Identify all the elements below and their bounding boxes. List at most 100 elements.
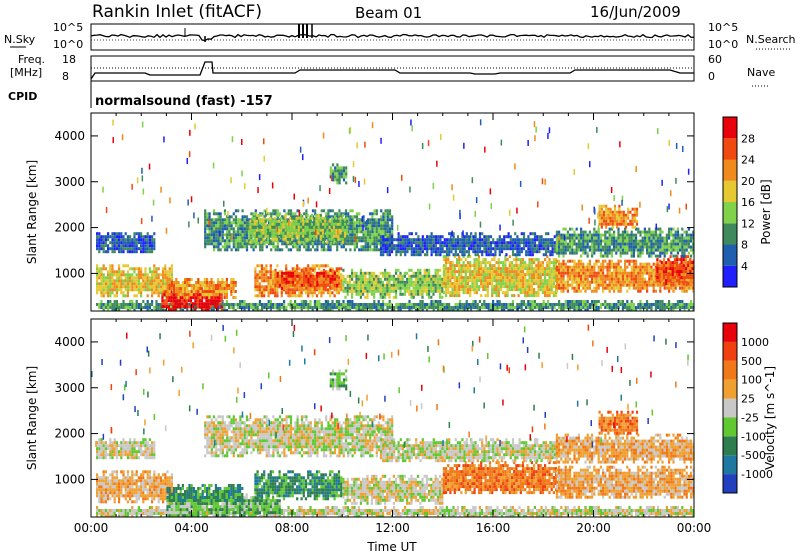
heatmap-cell [665,279,668,283]
heatmap-cell [447,282,450,286]
heatmap-cell [331,291,334,295]
heatmap-cell [359,277,362,281]
heatmap-cell [657,280,660,284]
heatmap-cell [535,291,538,295]
heatmap-cell [331,309,334,311]
heatmap-cell [408,303,411,306]
heatmap-cell [459,309,462,311]
heatmap-cell [406,280,409,284]
heatmap-cell [575,289,578,293]
heatmap-cell [272,242,275,246]
heatmap-cell [135,300,138,303]
heatmap-cell [269,228,272,232]
heatmap-cell [111,232,114,236]
heatmap-cell [676,274,679,278]
heatmap-cell [245,224,249,228]
heatmap-cell [293,267,297,271]
heatmap-cell [155,309,158,311]
heatmap-cell [359,274,362,278]
heatmap-cell [682,270,685,274]
heatmap-cell [253,231,256,235]
heatmap-cell [237,242,240,246]
heatmap-cell [294,239,297,243]
heatmap-cell [306,237,309,241]
heatmap-cell [430,274,433,278]
heatmap-cell [584,309,587,311]
heatmap-cell [676,267,679,271]
heatmap-cell [336,268,339,272]
heatmap-cell [346,292,349,296]
heatmap-cell [608,265,611,269]
heatmap-cell [599,262,602,266]
heatmap-cell [690,306,693,309]
heatmap-cell [329,274,332,278]
heatmap-cell [471,279,474,283]
heatmap-cell [529,303,532,306]
heatmap-cell [318,286,321,290]
heatmap-cell [140,294,143,298]
heatmap-cell [118,232,121,236]
heatmap-cell [475,273,478,277]
heatmap-cell [503,309,506,311]
heatmap-cell [185,305,188,309]
heatmap-cell [368,289,371,293]
heatmap-cell [258,234,261,238]
heatmap-cell [410,274,413,278]
heatmap-cell [659,286,662,290]
heatmap-cell [646,280,649,284]
heatmap-cell [174,305,177,309]
heatmap-cell [208,239,211,243]
heatmap-cell [355,274,358,278]
heatmap-cell [320,245,323,249]
heatmap-cell [599,283,602,287]
heatmap-cell [292,274,295,278]
heatmap-cell [599,280,602,284]
heatmap-cell [153,247,156,251]
heatmap-cell [646,262,649,266]
heatmap-cell [555,258,558,262]
heatmap-cell [580,262,583,266]
heatmap-cell [328,225,331,229]
heatmap-cell [118,235,121,239]
heatmap-cell [537,291,540,295]
heatmap-cell [118,288,121,292]
heatmap-cell [654,274,657,278]
power-heatmap-cells [96,119,694,311]
heatmap-cell [476,303,479,306]
heatmap-cell [646,268,649,272]
heatmap-cell [663,309,666,311]
heatmap-cell [473,258,476,262]
heatmap-cell [269,231,272,235]
heatmap-cell [484,258,487,262]
heatmap-cell [277,228,281,232]
heatmap-cell [285,245,288,249]
heatmap-cell [432,277,435,281]
heatmap-cell [276,264,279,268]
heatmap-cell [436,268,439,272]
heatmap-cell [329,303,332,306]
heatmap-cell [197,278,200,281]
heatmap-cell [626,271,629,275]
heatmap-cell [264,228,267,232]
heatmap-cell [604,277,607,281]
heatmap-cell [362,218,365,222]
heatmap-cell [588,265,591,269]
heatmap-cell [663,306,666,309]
heatmap-cell [580,309,583,311]
heatmap-cell [333,303,336,306]
heatmap-cell [122,247,125,251]
heatmap-cell [613,309,616,311]
heatmap-cell [687,309,690,311]
heatmap-cell [474,303,477,306]
heatmap-cell [285,242,288,246]
heatmap-cell [443,309,446,311]
heatmap-cell [221,290,224,293]
heatmap-cell [307,280,310,284]
heatmap-cell [194,308,197,311]
heatmap-cell [104,244,107,248]
heatmap-cell [234,303,237,306]
heatmap-cell [388,224,392,228]
heatmap-cell [379,306,382,309]
heatmap-cell [373,230,376,234]
heatmap-cell [282,216,285,220]
